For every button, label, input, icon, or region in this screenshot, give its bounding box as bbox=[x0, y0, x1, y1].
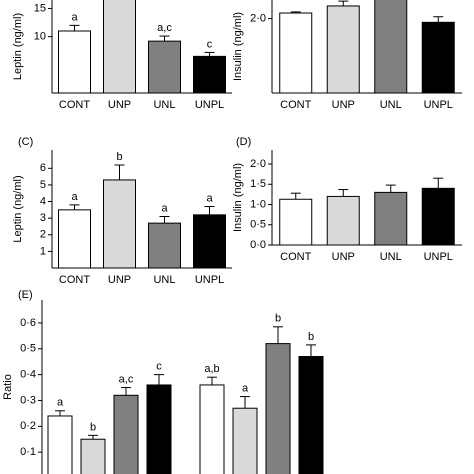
bar bbox=[326, 5, 360, 94]
bar bbox=[80, 438, 106, 474]
y-tick-label: 0·3 bbox=[20, 394, 36, 406]
x-tick-label: UNL bbox=[380, 251, 402, 263]
significance-letter: a,b bbox=[204, 363, 219, 375]
x-tick-label: UNP bbox=[108, 99, 131, 111]
y-tick-label: 0·5 bbox=[250, 219, 266, 231]
bar bbox=[193, 55, 226, 94]
y-tick-label: 1·0 bbox=[250, 198, 266, 210]
y-tick-label: 1 bbox=[40, 245, 46, 257]
x-tick-label: CONT bbox=[280, 251, 311, 263]
y-axis-title: Insulin (ng/ml) bbox=[232, 12, 244, 81]
bar bbox=[265, 343, 291, 474]
x-tick-label: UNL bbox=[153, 274, 175, 286]
y-tick-label: 0·4 bbox=[20, 369, 36, 381]
significance-letter: a bbox=[71, 191, 78, 203]
bar bbox=[58, 209, 91, 269]
bar bbox=[103, 179, 136, 269]
panel: Insulin (ng/ml) 2·0 CONT UNP UNL UNPL bbox=[232, 0, 462, 111]
bar bbox=[58, 30, 91, 94]
y-tick-label: 2·0 bbox=[250, 13, 266, 25]
significance-letter: a,c bbox=[119, 373, 134, 385]
panel: Leptin (ng/ml) 10 15 a CONT UNP a,c UNL c UNPL bbox=[12, 0, 232, 111]
y-axis-title: Leptin (ng/ml) bbox=[12, 13, 24, 80]
y-tick-label: 0·2 bbox=[20, 420, 36, 432]
x-tick-label: UNPL bbox=[424, 99, 453, 111]
significance-letter: b bbox=[308, 331, 314, 343]
significance-letter: b bbox=[116, 151, 122, 163]
bar bbox=[193, 214, 226, 269]
bar bbox=[146, 384, 172, 474]
significance-letter: a bbox=[57, 397, 64, 409]
panel: (E) Ratio 0·1 0·2 0·3 0·4 0·5 0·6 a b a,c c a,b a b b bbox=[2, 289, 324, 474]
significance-letter: a bbox=[242, 382, 249, 394]
y-tick-label: 0·0 bbox=[250, 239, 266, 251]
panel-label: (D) bbox=[236, 136, 251, 148]
significance-letter: b bbox=[90, 421, 96, 433]
y-tick-label: 0·1 bbox=[20, 446, 36, 458]
bar bbox=[148, 40, 181, 94]
bar bbox=[103, 0, 136, 94]
bar bbox=[374, 0, 408, 94]
bar bbox=[421, 187, 455, 246]
x-tick-label: CONT bbox=[59, 99, 90, 111]
x-tick-label: UNP bbox=[332, 251, 355, 263]
panel: (C) Leptin (ng/ml) 1 2 3 4 5 6 a CONT b UNP a UNL a UNP… bbox=[12, 136, 232, 286]
y-tick-label: 15 bbox=[34, 2, 46, 14]
panel: (D) Insulin (ng/ml) 0·0 0·5 1·0 1·5 2·0 CONT UNP… bbox=[232, 136, 462, 263]
bar bbox=[298, 356, 324, 474]
bar bbox=[232, 407, 258, 474]
y-tick-label: 10 bbox=[34, 31, 46, 43]
significance-letter: c bbox=[156, 361, 162, 373]
significance-letter: c bbox=[207, 38, 213, 50]
significance-letter: b bbox=[275, 313, 281, 325]
bar bbox=[47, 415, 73, 474]
bar bbox=[374, 191, 408, 246]
y-tick-label: 2 bbox=[40, 229, 46, 241]
y-tick-label: 2·0 bbox=[250, 158, 266, 170]
y-tick-label: 3 bbox=[40, 212, 46, 224]
y-tick-label: 6 bbox=[40, 162, 46, 174]
x-tick-label: UNPL bbox=[195, 274, 224, 286]
bar bbox=[148, 222, 181, 269]
y-axis-title: Ratio bbox=[2, 374, 14, 400]
y-tick-label: 4 bbox=[40, 195, 46, 207]
panel-label: (E) bbox=[18, 289, 33, 301]
x-tick-label: UNP bbox=[332, 99, 355, 111]
y-tick-label: 5 bbox=[40, 179, 46, 191]
y-axis-title: Insulin (ng/ml) bbox=[232, 163, 244, 232]
x-tick-label: UNPL bbox=[195, 99, 224, 111]
bar bbox=[279, 198, 313, 246]
bar bbox=[421, 21, 455, 94]
bar bbox=[199, 384, 225, 474]
x-tick-label: UNPL bbox=[424, 251, 453, 263]
bar bbox=[113, 394, 139, 474]
y-tick-label: 0·6 bbox=[20, 317, 36, 329]
bar bbox=[279, 12, 313, 94]
panel-label: (C) bbox=[18, 136, 33, 148]
x-tick-label: UNP bbox=[108, 274, 131, 286]
x-tick-label: UNL bbox=[153, 99, 175, 111]
bar bbox=[326, 195, 360, 246]
significance-letter: a bbox=[161, 202, 168, 214]
x-tick-label: CONT bbox=[280, 99, 311, 111]
x-tick-label: UNL bbox=[380, 99, 402, 111]
y-axis-title: Leptin (ng/ml) bbox=[12, 175, 24, 242]
y-tick-label: 1·5 bbox=[250, 178, 266, 190]
y-tick-label: 0·5 bbox=[20, 343, 36, 355]
x-tick-label: CONT bbox=[59, 274, 90, 286]
significance-letter: a,c bbox=[157, 22, 172, 34]
significance-letter: a bbox=[206, 192, 213, 204]
significance-letter: a bbox=[71, 11, 78, 23]
